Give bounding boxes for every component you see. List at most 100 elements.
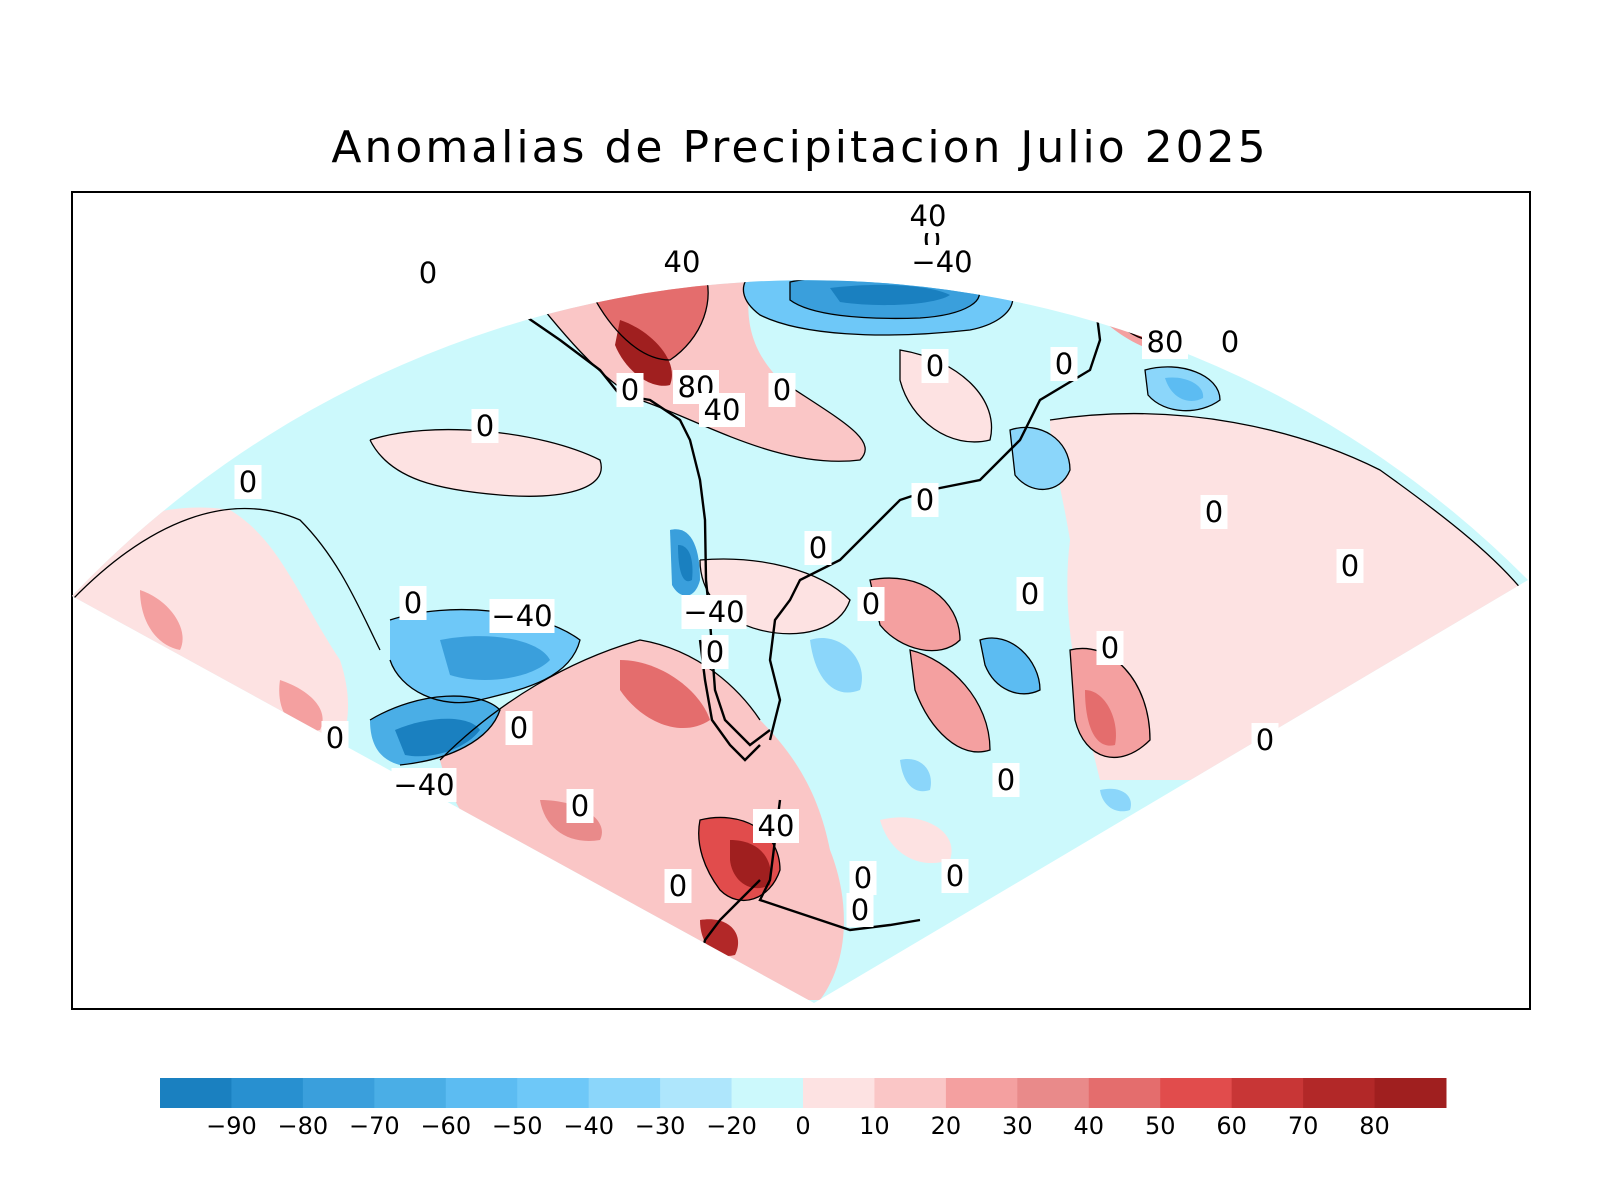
contour-line [979, 637, 1041, 695]
contour-label: 40 [699, 393, 745, 427]
colorbar-tick-label: −20 [706, 1112, 757, 1140]
contour-label: 0 [701, 635, 729, 669]
contour-label: 0 [664, 869, 692, 903]
contour-lines [72, 280, 1528, 901]
negative-region [900, 759, 931, 792]
contour-line [899, 349, 993, 443]
contour-line [72, 508, 381, 651]
negative-region [678, 545, 693, 582]
contour-label-text: 0 [809, 531, 827, 565]
contour-label-text: 0 [571, 789, 589, 823]
contour-label-text: 0 [926, 349, 944, 383]
contour-line [1049, 412, 1528, 601]
contour-line [439, 639, 761, 761]
colorbar-tick-label: −90 [206, 1112, 257, 1140]
colorbar-swatch [374, 1078, 447, 1108]
contour-label-text: 0 [773, 373, 791, 407]
contour-label-text: 0 [946, 859, 964, 893]
positive-region [140, 590, 183, 650]
contour-label: 0 [992, 763, 1020, 797]
contour-label: 0 [566, 789, 594, 823]
contour-label-text: 0 [854, 861, 872, 895]
contour-label-text: 0 [916, 483, 934, 517]
colorbar-swatch [803, 1078, 875, 1108]
colorbar-swatch [588, 1078, 661, 1108]
negative-region [810, 638, 862, 693]
contour-label-text: 0 [621, 373, 639, 407]
contour-label-text: −40 [393, 768, 454, 802]
contour-label-text: 0 [706, 635, 724, 669]
colorbar-tick-label: 20 [931, 1112, 962, 1140]
contour-line [742, 280, 1014, 336]
contour-label-text: 80 [1147, 325, 1184, 359]
contour-label-text: 0 [669, 869, 687, 903]
contour-label: 40 [753, 809, 799, 843]
colorbar-tick-label: 40 [1074, 1112, 1105, 1140]
negative-region [1010, 427, 1070, 490]
coastline [508, 280, 771, 747]
contour-label-text: 40 [664, 245, 701, 279]
positive-region [370, 429, 602, 497]
contour-label: 0 [849, 861, 877, 895]
colorbar-swatch [517, 1078, 590, 1108]
negative-region [1165, 377, 1204, 401]
contour-label-text: −40 [911, 245, 972, 279]
colorbar-tick-label: −30 [635, 1112, 686, 1140]
contour-label-text: 40 [910, 199, 947, 233]
coastline [698, 639, 761, 762]
colorbar-tick-label: 30 [1002, 1112, 1033, 1140]
positive-region [870, 578, 960, 651]
contour-label: 0 [1336, 549, 1364, 583]
contour-label: 0 [911, 483, 939, 517]
map-title: Anomalias de Precipitacion Julio 2025 [331, 122, 1269, 173]
contour-line [1009, 426, 1071, 491]
colorbar-swatch [160, 1078, 232, 1108]
contour-label: 0 [414, 256, 442, 290]
colorbar-tick-label: −40 [563, 1112, 614, 1140]
contour-label: −40 [909, 245, 975, 279]
colorbar-swatch [1374, 1078, 1447, 1108]
contour-label-text: 0 [862, 587, 880, 621]
colorbar-tick-label: 10 [859, 1112, 890, 1140]
contour-label: 0 [234, 465, 262, 499]
contour-label: 0 [1216, 325, 1244, 359]
contour-label: 0 [505, 711, 533, 745]
contour-label-text: 0 [1256, 723, 1274, 757]
negative-region [980, 638, 1040, 694]
contour-label: 0 [321, 721, 349, 755]
contour-label: 0 [1251, 723, 1279, 757]
colorbar-tick-label: 0 [795, 1112, 810, 1140]
contour-label-text: 40 [704, 393, 741, 427]
positive-region [910, 650, 990, 752]
negative-region [830, 284, 950, 306]
contour-label-text: 40 [758, 809, 795, 843]
contour-line [909, 649, 991, 753]
colorbar-tick-label: −70 [349, 1112, 400, 1140]
colorbar-swatch [1088, 1078, 1161, 1108]
contour-label-text: 0 [1341, 549, 1359, 583]
contour-label: 0 [399, 586, 427, 620]
colorbar-tick-label: −80 [278, 1112, 329, 1140]
contour-label-text: 0 [510, 711, 528, 745]
contour-label: 0 [616, 373, 644, 407]
contour-label: 0 [846, 893, 874, 927]
colorbar-tick-label: 60 [1216, 1112, 1247, 1140]
contour-line [869, 577, 961, 652]
contour-label-text: 0 [419, 256, 437, 290]
contour-line [789, 280, 980, 320]
colorbar-swatch [302, 1078, 375, 1108]
contour-label: 0 [1096, 631, 1124, 665]
contour-label: −40 [681, 595, 747, 629]
contour-label: 40 [659, 245, 705, 279]
contour-label: 0 [1050, 347, 1078, 381]
contour-label-text: 0 [1221, 325, 1239, 359]
colorbar-swatch [1231, 1078, 1304, 1108]
colorbar-swatch [874, 1078, 947, 1108]
negative-region [1100, 788, 1131, 812]
colorbar-swatch [231, 1078, 304, 1108]
positive-region [620, 660, 710, 729]
contour-label: 0 [857, 587, 885, 621]
contour-label-text: −40 [491, 599, 552, 633]
contour-line [369, 695, 501, 766]
